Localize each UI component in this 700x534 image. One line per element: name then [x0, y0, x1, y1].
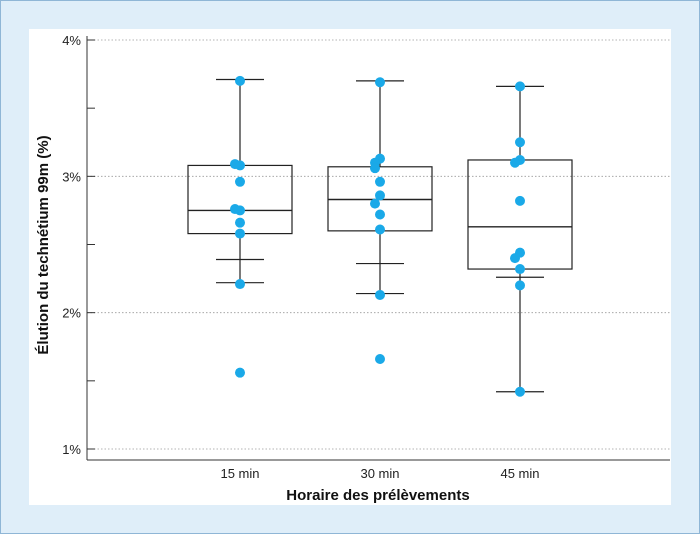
data-point [515, 386, 525, 397]
x-tick-label: 15 min [220, 466, 259, 481]
x-tick-label: 30 min [360, 466, 399, 481]
data-point [235, 217, 245, 228]
box-layer [187, 78, 573, 393]
x-axis-title: Horaire des prélèvements [286, 487, 469, 504]
box-2 [327, 80, 433, 295]
data-point [235, 279, 245, 290]
data-point [230, 159, 240, 170]
data-point [375, 209, 385, 220]
data-point [375, 354, 385, 365]
label-layer: 1% 2% 3% 4% 15 min 30 min 45 min [62, 33, 539, 481]
data-point [375, 190, 385, 201]
data-point [230, 204, 240, 215]
data-point [515, 264, 525, 275]
data-point [515, 137, 525, 148]
data-point [370, 163, 380, 174]
chart-panel [29, 29, 671, 505]
data-point [375, 224, 385, 235]
data-point [515, 280, 525, 291]
y-axis-title: Élution du technétium 99m (%) [35, 135, 52, 354]
y-tick-label: 3% [62, 169, 81, 184]
data-point [235, 75, 245, 86]
data-point [235, 176, 245, 187]
grid-layer [87, 39, 670, 450]
y-tick-label: 4% [62, 33, 81, 48]
data-point [375, 289, 385, 300]
axis-layer [86, 36, 670, 461]
data-point [370, 198, 380, 209]
data-point [235, 228, 245, 239]
point-layer [230, 75, 525, 397]
x-tick-label: 45 min [500, 466, 539, 481]
data-point [510, 253, 520, 264]
data-point [515, 195, 525, 206]
y-tick-label: 2% [62, 306, 81, 321]
box-3 [467, 85, 573, 393]
data-point [510, 157, 520, 168]
data-point [375, 176, 385, 187]
data-point [375, 77, 385, 88]
data-point [515, 81, 525, 92]
y-tick-label: 1% [62, 442, 81, 457]
data-point [235, 367, 245, 378]
